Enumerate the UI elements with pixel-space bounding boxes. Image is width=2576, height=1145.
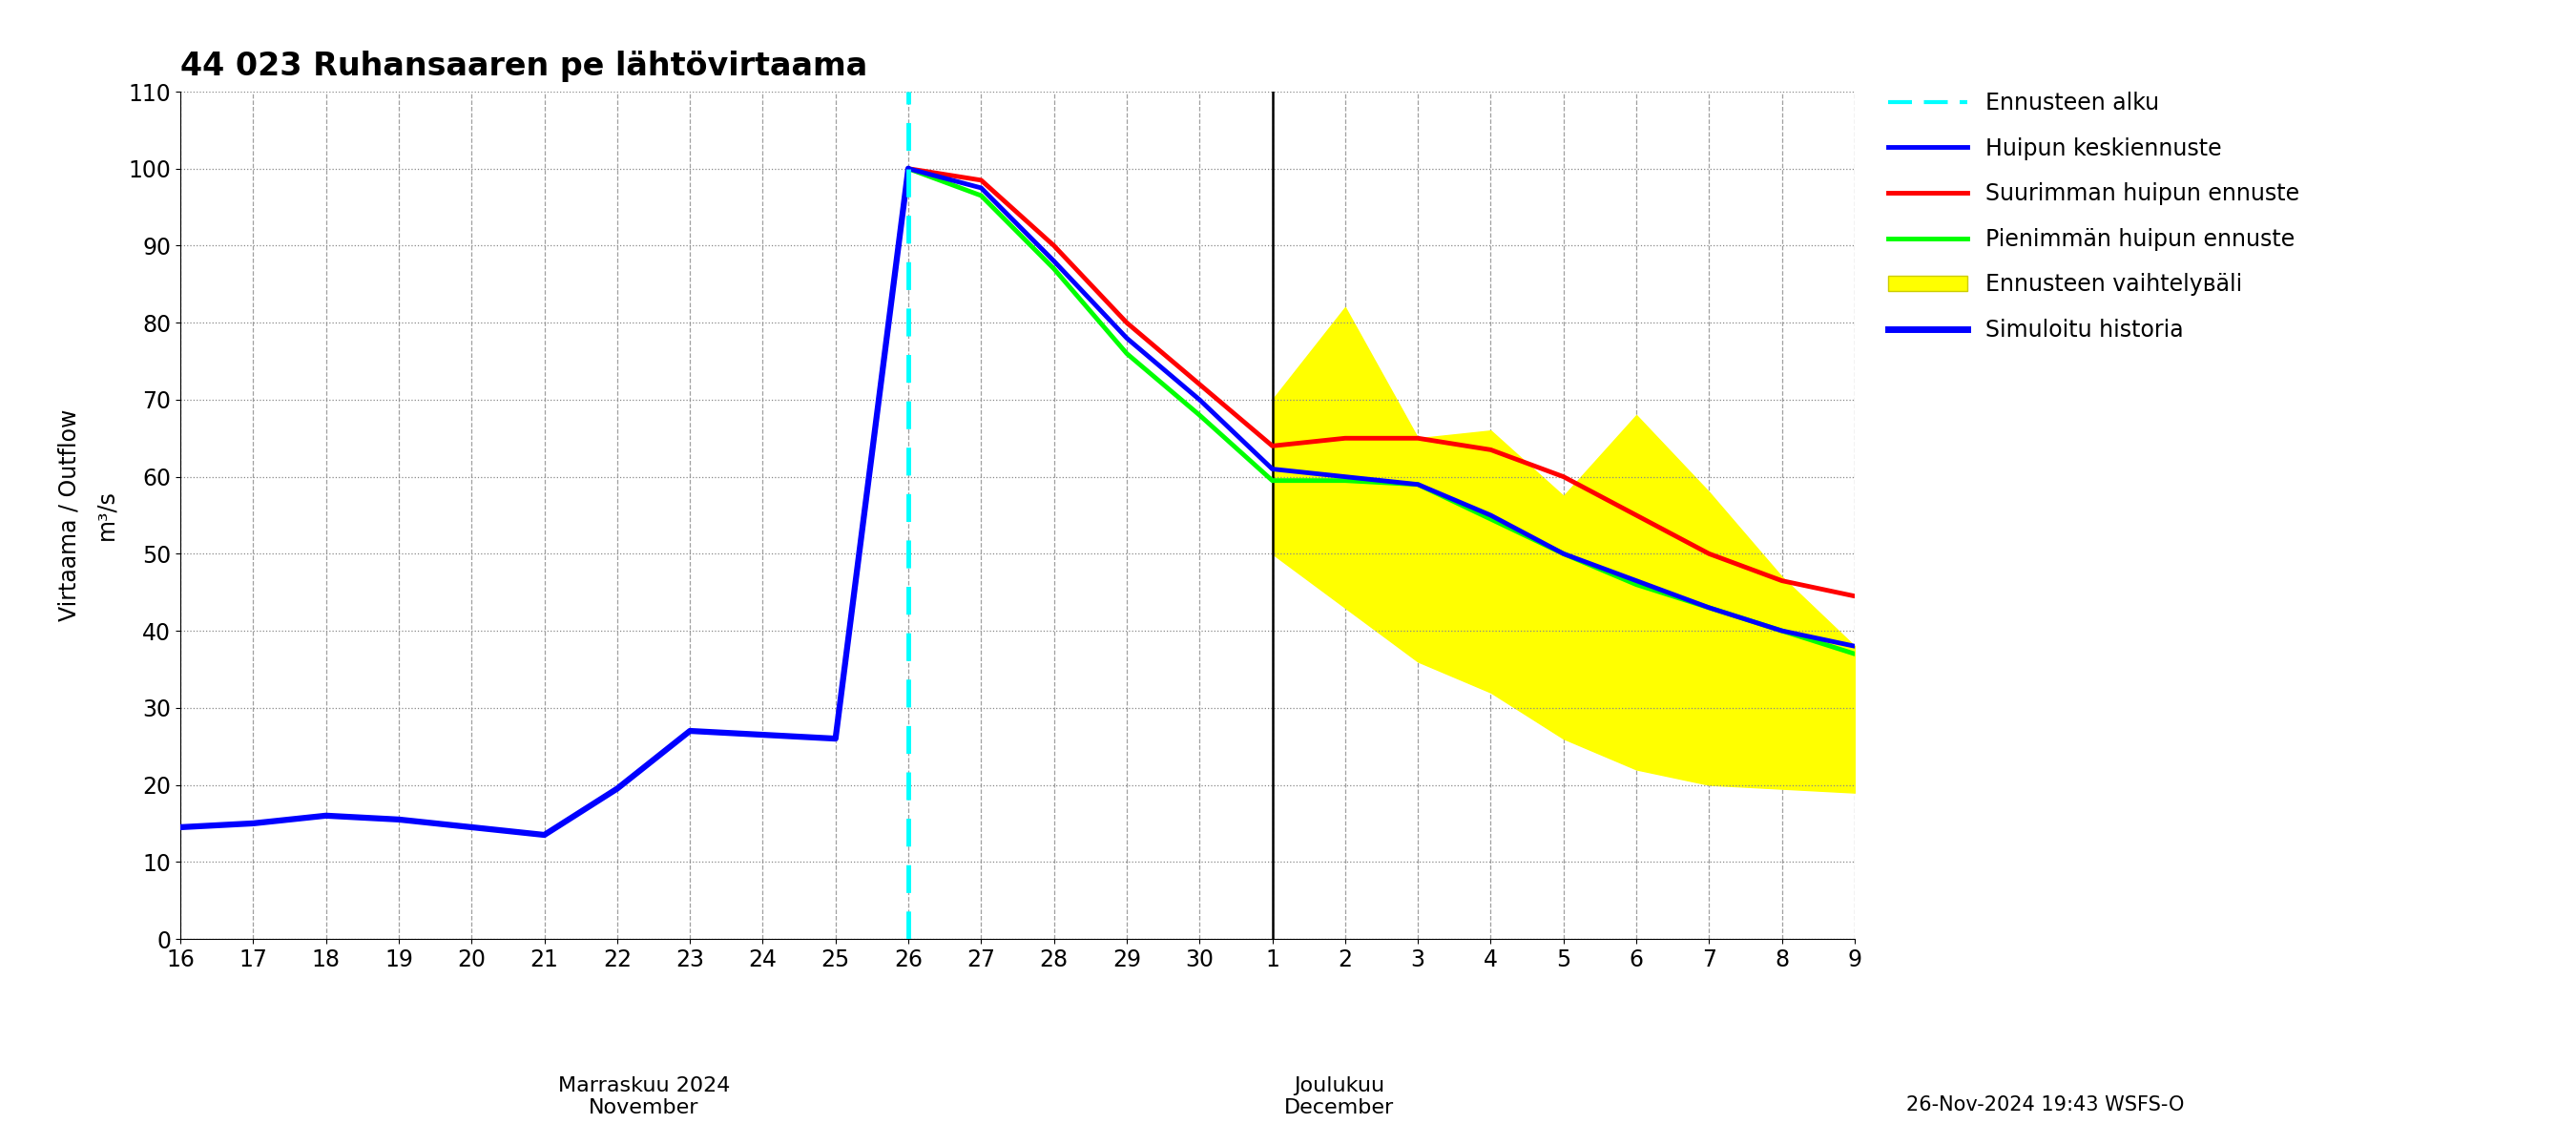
Text: 44 023 Ruhansaaren pe lähtövirtaama: 44 023 Ruhansaaren pe lähtövirtaama: [180, 50, 868, 82]
Text: 26-Nov-2024 19:43 WSFS-O: 26-Nov-2024 19:43 WSFS-O: [1906, 1096, 2184, 1114]
Text: Marraskuu 2024
November: Marraskuu 2024 November: [559, 1076, 729, 1118]
Legend: Ennusteen alku, Huipun keskiennuste, Suurimman huipun ennuste, Pienimmän huipun : Ennusteen alku, Huipun keskiennuste, Suu…: [1888, 92, 2300, 341]
Text: Joulukuu
December: Joulukuu December: [1285, 1076, 1394, 1118]
Y-axis label: Virtaama / Outflow
m³/s: Virtaama / Outflow m³/s: [57, 409, 118, 622]
